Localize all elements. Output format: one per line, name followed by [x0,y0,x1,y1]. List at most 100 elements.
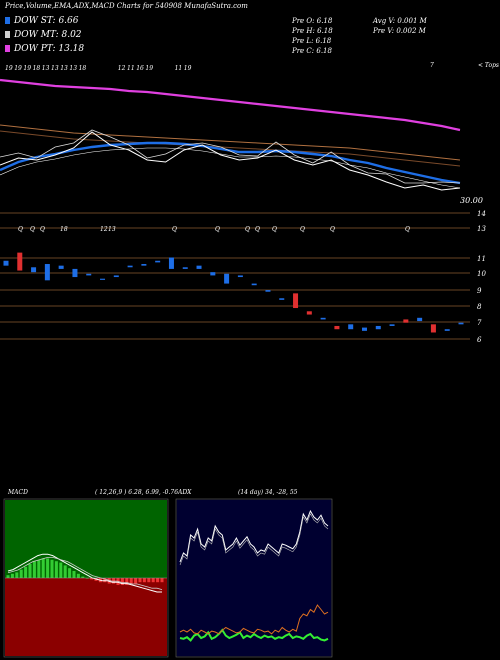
macd-histogram-bar [138,578,142,583]
level-label-9: 9 [477,287,482,295]
candle-annotation: Q [215,226,220,233]
macd-histogram-bar [32,561,36,578]
macd-histogram-bar [76,573,80,578]
candle-bar [100,278,106,280]
ema-dotted [0,147,461,189]
macd-histogram-bar [142,578,146,583]
stat-pre-volume: Pre V: 0.002 M [373,27,426,35]
candle-annotation: Q [245,226,250,233]
level-label-8: 8 [477,303,482,311]
candle-bar [196,265,202,269]
top-date-label: 11 [175,65,183,72]
stat-high: Pre H: 6.18 [292,27,333,35]
macd-histogram-bar [24,566,28,578]
macd-histogram-bar [37,559,41,578]
level-label-11: 11 [477,255,486,263]
adx-line [179,509,329,563]
candle-bar [403,319,409,323]
macd-histogram-bar [46,558,50,578]
macd-histogram-bar [15,572,19,578]
candle-annotation: Q [405,226,410,233]
candle-bar [58,265,64,269]
candle-bar [306,311,312,315]
macd-histogram-bar [72,571,76,578]
level-label-13: 13 [477,225,486,233]
stat-open: Pre O: 6.18 [292,17,333,25]
candle-annotation: Q [40,226,45,233]
candle-bar [127,265,133,268]
macd-histogram-bar [6,575,10,578]
legend-swatch-mt [5,31,10,38]
macd-histogram-bar [81,576,85,578]
legend-swatch-st [5,17,10,24]
macd-histogram-bar [151,578,155,583]
level-label-6: 6 [477,336,482,344]
candle-bar [168,257,174,269]
candle-annotation: 18 [60,226,68,233]
candle-bar [293,293,299,309]
candle-bar [17,252,23,271]
candle-bar [375,325,381,330]
price-line [0,131,461,191]
candle-bar [334,325,340,330]
dow-mt-line-2 [0,130,461,167]
macd-negative-zone [5,578,167,656]
candle-annotation: 13 [108,226,116,233]
macd-histogram-bar [129,578,133,584]
macd-histogram-bar [134,578,138,584]
macd-histogram-bar [156,578,160,583]
top-date-label: 13 [51,65,59,72]
macd-positive-zone [5,500,167,578]
candle-bar [210,272,216,276]
candle-annotation: Q [330,226,335,233]
candle-bar [430,324,436,333]
top-date-label: 19 [145,65,153,72]
candle-bar [361,327,367,331]
stat-close: Pre C: 6.18 [292,47,332,55]
adx-title: ADX [178,489,192,496]
macd-histogram-bar [68,568,72,578]
macd-histogram-bar [50,559,54,578]
macd-histogram-bar [63,565,67,578]
macd-title: MACD [8,489,28,496]
legend-swatch-pt [5,45,10,52]
level-label-14: 14 [477,210,486,218]
adx-params: (14 day) 34, -28, 55 [238,489,298,496]
candle-bar [251,283,257,286]
dow-st-line [0,141,461,185]
candle-bar [44,264,50,281]
tops-label: < Tops [478,62,500,69]
legend-dow-pt: DOW PT: 13.18 [5,44,84,54]
candle-bar [224,273,230,284]
candle-bar [31,267,37,273]
candle-bar [389,324,395,326]
macd-histogram-bar [120,578,124,585]
candle-bar [320,317,326,320]
candle-annotation: Q [300,226,305,233]
top-date-label: 13 [69,65,77,72]
macd-params: ( 12,26,9 ) 6.28, 6.99, -0.76 [95,489,179,496]
candle-bar [3,260,9,266]
macd-histogram-bar [59,562,63,578]
plus-di-line [179,628,329,642]
macd-signal-line [7,557,163,590]
macd-histogram-bar [41,558,45,578]
candle-bar [72,268,78,278]
candle-bar [458,322,464,325]
macd-histogram-bar [28,564,32,578]
candle-annotation: Q [30,226,35,233]
stat-avg-volume: Avg V: 0.001 M [373,17,427,25]
legend-label-pt: DOW PT: 13.18 [14,44,85,54]
adx-line-2 [179,513,329,566]
top-date-label: 13 [60,65,68,72]
candle-annotation: 12 [100,226,108,233]
top-date-label: 13 [42,65,50,72]
top-date-label: 19 [184,65,192,72]
macd-histogram-bar [10,573,14,578]
candle-bar [182,267,188,269]
level-label-7: 7 [477,319,482,327]
candle-bar [265,290,271,292]
minus-di-line [179,604,329,635]
macd-histogram-bar [54,561,58,578]
macd-histogram-bar [147,578,151,583]
